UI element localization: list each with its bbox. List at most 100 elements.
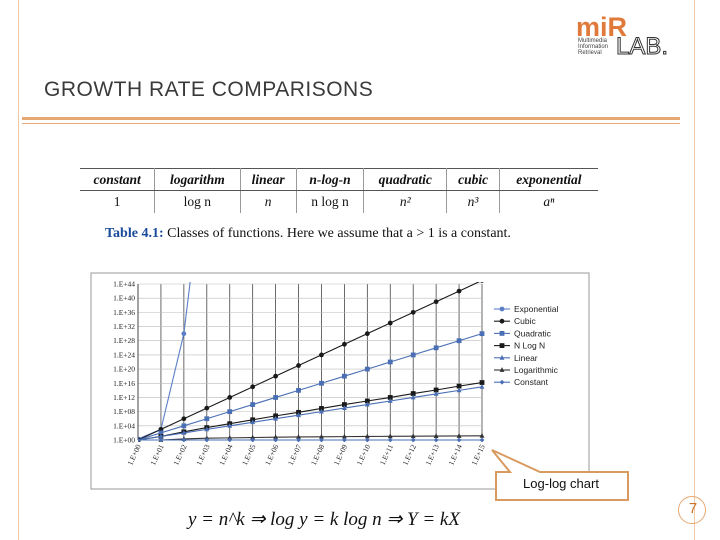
title-rule-thick [22,117,680,120]
data-point [250,402,256,407]
cell-quadratic: n² [363,190,447,213]
data-point [296,437,301,442]
data-point [227,422,233,428]
data-point [456,288,462,294]
data-point [342,433,347,439]
logo-line-1: Multimedia [578,38,608,44]
data-point [273,437,278,442]
data-point [410,437,416,442]
data-point [342,402,347,407]
data-point [479,437,485,442]
legend-entry: Exponential [514,304,559,314]
header-exponential: exponential [498,168,598,191]
cell-logarithm: log n [154,190,241,213]
y-tick-label: 1.E+12 [113,393,135,402]
data-point [387,359,393,365]
data-point [456,437,462,442]
series-line-logarithmic [138,435,483,441]
data-point [410,433,416,439]
data-point [138,437,141,442]
table-caption: Table 4.1: Classes of functions. Here we… [105,226,511,242]
data-point [499,331,505,336]
data-point [250,437,256,442]
logo-line-2: Information [578,44,608,50]
data-point [433,299,439,305]
data-point [387,433,393,439]
data-point [479,432,485,438]
legend-entry: Logarithmic [514,365,559,375]
y-tick-label: 1.E+04 [113,421,135,430]
data-point [319,380,324,386]
y-tick-label: 1.E+00 [113,436,135,445]
slide-title: GROWTH RATE COMPARISONS [44,78,374,101]
growth-rate-chart: 1.E+00 1.E+01 1.E+02 1.E+03 1.E+04 1.E+05 1.E+… [90,272,590,490]
table-header-row: constant logarithm linear n-log-n quadra… [80,168,598,191]
data-point [227,434,233,440]
data-point [479,331,485,337]
data-point [387,398,393,403]
data-point [319,408,324,414]
data-point [364,433,370,439]
left-border-line [18,0,19,540]
data-point [364,331,370,337]
mirlab-logo: miR Multimedia Information Retrieval LAB… [576,12,669,56]
data-point [456,383,462,389]
title-rule-thin [22,123,680,124]
y-tick-label: 1.E+28 [113,336,135,345]
data-point [410,309,416,315]
header-cubic: cubic [446,168,500,191]
data-point [181,430,187,435]
header-n-log-n: n-log-n [295,168,364,191]
data-point [433,391,439,396]
data-point [296,434,301,439]
data-point [273,395,278,400]
data-point [273,373,278,379]
data-point [204,426,210,432]
data-point [319,433,324,439]
data-point [319,437,324,442]
page-number: 7 [688,500,698,517]
data-point [273,434,278,440]
data-point [499,306,505,312]
cell-cubic: n³ [446,190,500,213]
data-point [342,341,347,347]
legend-entry: Linear [514,353,538,363]
data-point [296,412,301,418]
data-point [181,423,187,429]
data-point [227,409,233,415]
data-point [479,380,485,385]
y-tick-label: 1.E+24 [113,350,135,359]
data-point [479,383,485,389]
y-tick-label: 1.E+44 [113,280,135,289]
data-point [499,379,505,385]
y-tick-label: 1.E+16 [113,379,135,388]
data-point [387,395,393,400]
function-classes-table: constant logarithm linear n-log-n quadra… [80,168,598,213]
data-point [342,437,347,442]
legend-entry: Constant [514,377,549,387]
data-point [250,419,256,425]
data-point [433,387,439,393]
data-point [499,343,505,348]
data-point [433,345,439,351]
data-point [158,430,164,436]
data-point [296,363,301,368]
data-point [181,331,187,337]
legend-entry: N Log N [514,341,545,351]
y-tick-label: 1.E+32 [113,322,135,331]
data-point [499,367,505,372]
data-point [499,318,505,324]
y-tick-label: 1.E+20 [113,365,135,374]
series-line-linear [138,386,483,441]
data-point [342,373,347,379]
data-point [227,437,233,442]
data-point [158,437,164,442]
data-point [204,437,210,442]
data-point [410,352,416,358]
y-tick-label: 1.E+36 [113,308,135,317]
caption-label: Table 4.1: [105,226,164,241]
data-point [342,405,347,410]
data-point [387,320,393,326]
right-border-line [694,0,695,540]
data-point [158,433,164,439]
